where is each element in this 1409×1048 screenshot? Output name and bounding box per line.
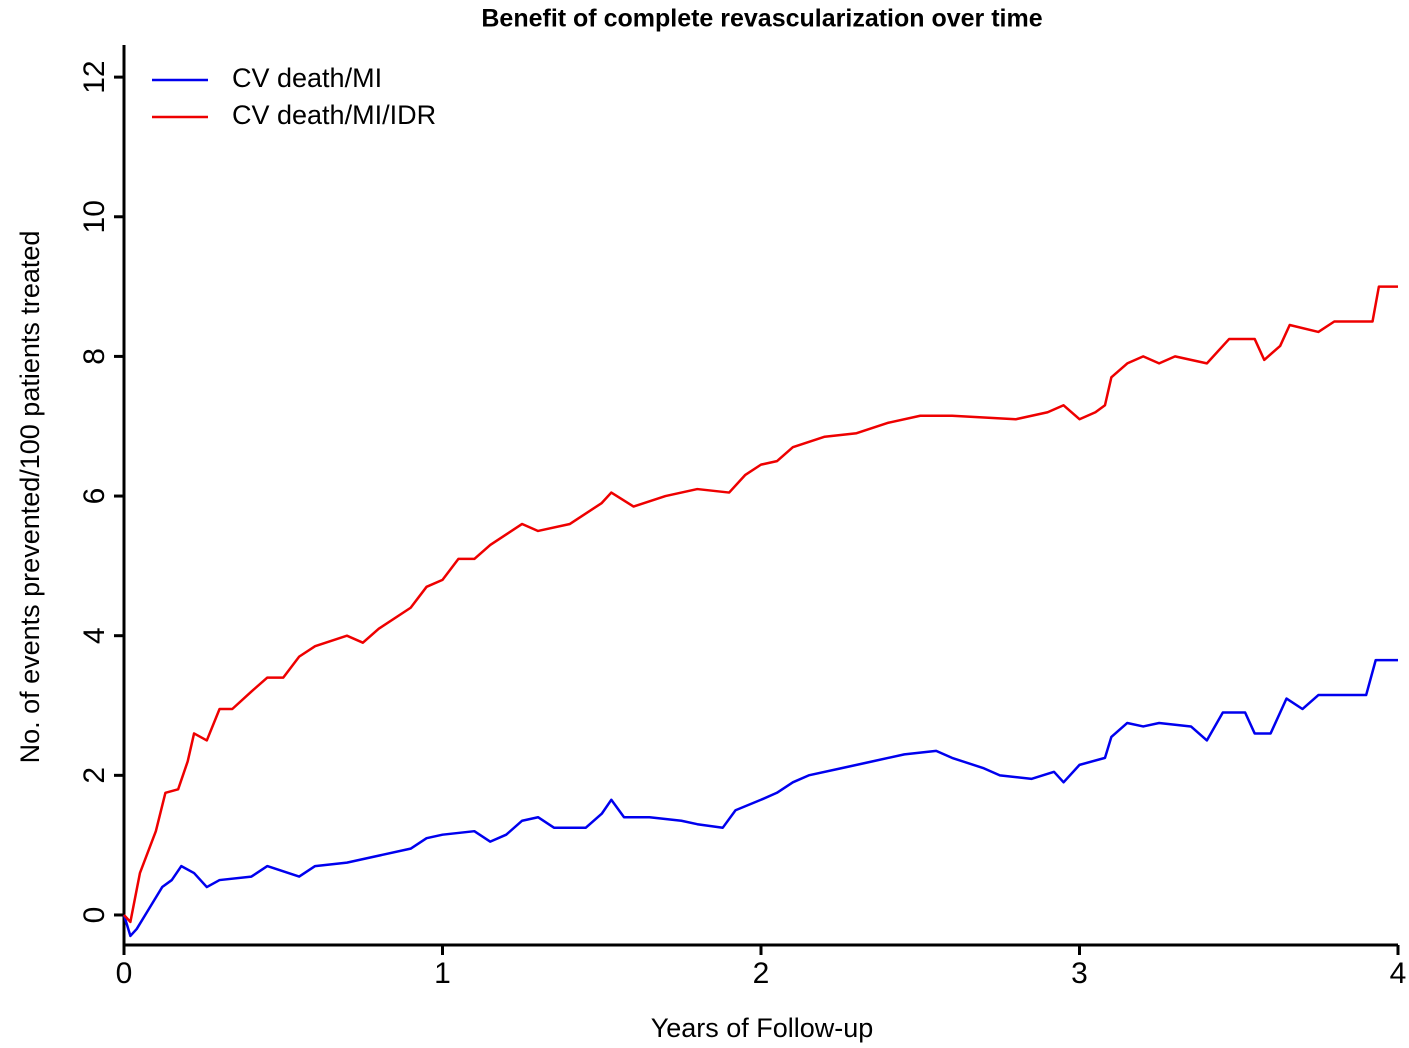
legend-label: CV death/MI (232, 63, 382, 93)
y-tick-label: 4 (78, 627, 111, 644)
chart-title: Benefit of complete revascularization ov… (481, 5, 1042, 33)
x-tick-label: 1 (434, 957, 451, 990)
y-tick-label: 2 (78, 767, 111, 784)
x-tick-label: 4 (1390, 957, 1407, 990)
x-tick-label: 3 (1071, 957, 1088, 990)
y-tick-label: 0 (78, 907, 111, 924)
y-tick-label: 8 (78, 348, 111, 365)
data-line (122, 658, 1398, 938)
x-tick-label: 2 (753, 957, 770, 990)
y-tick-label: 6 (78, 488, 111, 505)
y-tick-label: 10 (78, 200, 111, 233)
y-axis-label: No. of events prevented/100 patients tre… (15, 231, 45, 764)
y-tick-label: 12 (78, 60, 111, 93)
x-axis-label: Years of Follow-up (651, 1013, 874, 1043)
legend-label: CV death/MI/IDR (232, 100, 436, 130)
data-line (123, 285, 1398, 924)
x-tick-label: 0 (116, 957, 133, 990)
